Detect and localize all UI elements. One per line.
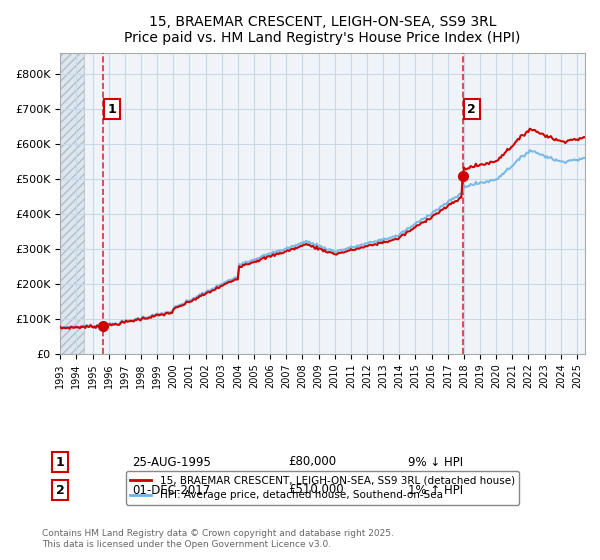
Title: 15, BRAEMAR CRESCENT, LEIGH-ON-SEA, SS9 3RL
Price paid vs. HM Land Registry's Ho: 15, BRAEMAR CRESCENT, LEIGH-ON-SEA, SS9 … (124, 15, 521, 45)
Text: £510,000: £510,000 (288, 483, 344, 497)
Text: 25-AUG-1995: 25-AUG-1995 (132, 455, 211, 469)
Bar (60, 53, 85, 353)
Text: 9% ↓ HPI: 9% ↓ HPI (408, 455, 463, 469)
Text: 2: 2 (56, 483, 64, 497)
Text: 1: 1 (56, 455, 64, 469)
Text: 2: 2 (467, 102, 476, 116)
Text: Contains HM Land Registry data © Crown copyright and database right 2025.
This d: Contains HM Land Registry data © Crown c… (42, 529, 394, 549)
Text: 1: 1 (108, 102, 116, 116)
Text: £80,000: £80,000 (288, 455, 336, 469)
Legend: 15, BRAEMAR CRESCENT, LEIGH-ON-SEA, SS9 3RL (detached house), HPI: Average price: 15, BRAEMAR CRESCENT, LEIGH-ON-SEA, SS9 … (126, 471, 519, 505)
Text: 01-DEC-2017: 01-DEC-2017 (132, 483, 210, 497)
Text: 1% ↑ HPI: 1% ↑ HPI (408, 483, 463, 497)
